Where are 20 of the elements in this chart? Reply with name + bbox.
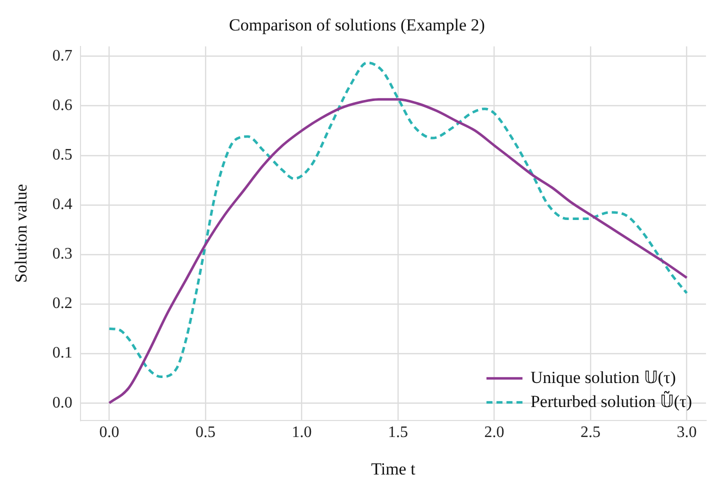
x-tick-label: 3.0 [676, 424, 697, 442]
x-tick-label: 0.0 [99, 424, 120, 442]
y-axis-title: Solution value [12, 184, 31, 283]
y-tick-label: 0.7 [52, 48, 72, 65]
x-tick-label: 0.5 [196, 424, 216, 442]
y-tick-label: 0.2 [52, 295, 72, 312]
x-axis-title: Time t [371, 459, 416, 478]
y-tick-label: 0.1 [52, 344, 72, 362]
chart-title: Comparison of solutions (Example 2) [229, 16, 485, 35]
y-tick-label: 0.4 [52, 196, 72, 214]
x-tick-label: 1.0 [292, 424, 312, 442]
legend-label: Perturbed solution 𝕌̃(τ) [530, 390, 692, 411]
x-tick-label: 2.5 [580, 424, 601, 442]
y-tick-label: 0.3 [52, 246, 72, 263]
y-tick-label: 0.6 [52, 97, 72, 114]
y-tick-label: 0.0 [52, 394, 72, 412]
y-tick-label: 0.5 [52, 146, 72, 164]
x-tick-label: 1.5 [388, 424, 408, 442]
legend-label: Unique solution 𝕌(τ) [530, 368, 676, 387]
x-tick-label: 2.0 [484, 424, 504, 442]
